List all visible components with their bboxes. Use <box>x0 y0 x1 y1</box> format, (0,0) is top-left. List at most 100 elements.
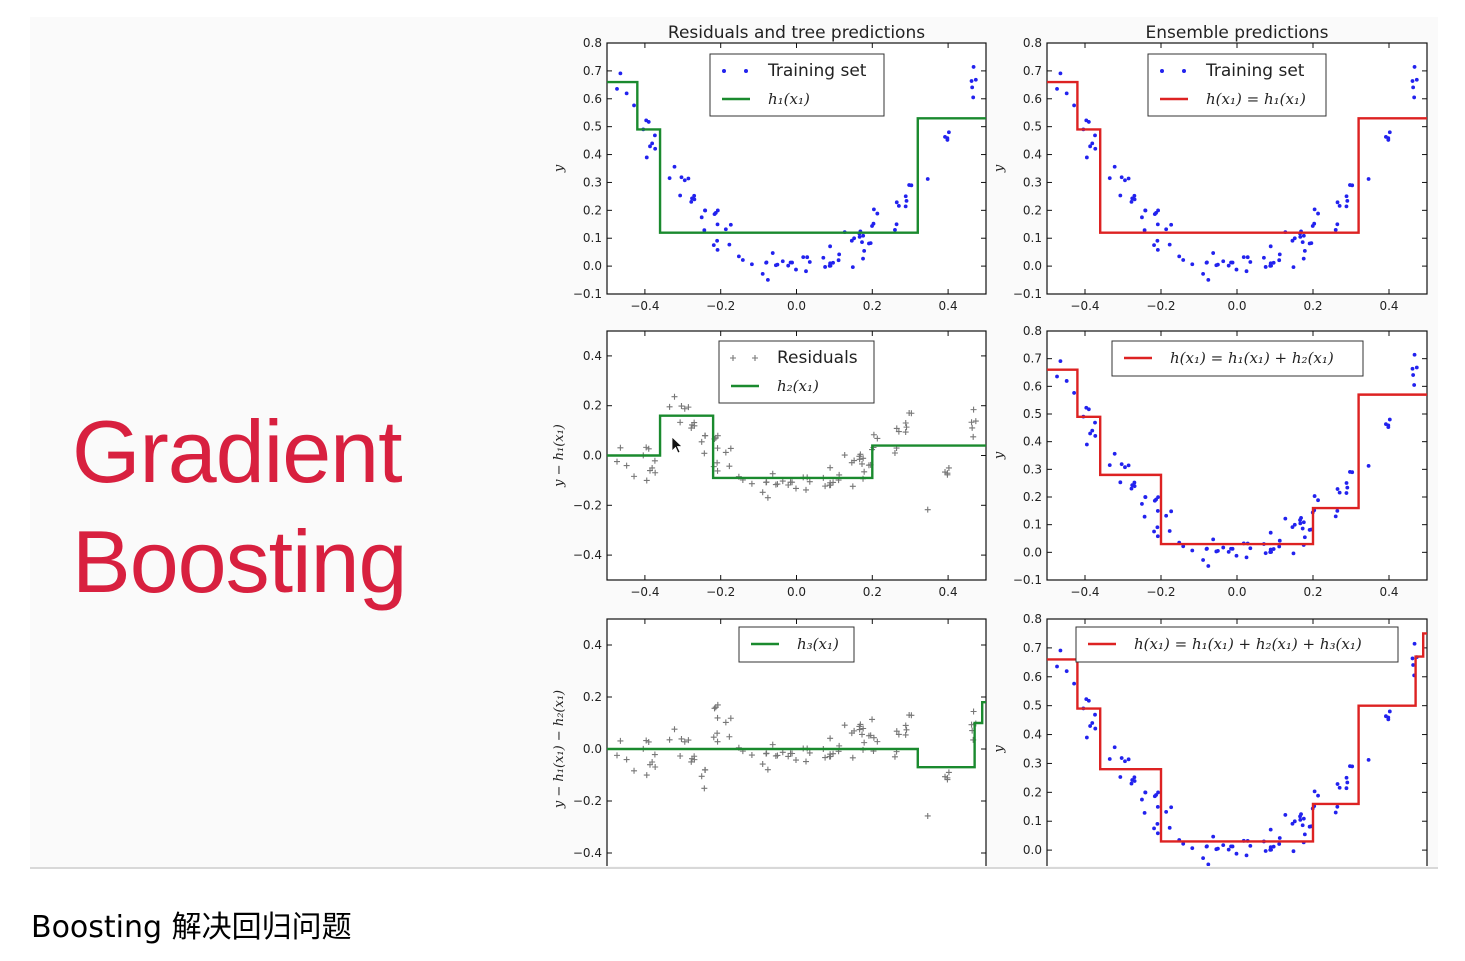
residual-point <box>727 715 734 722</box>
y-tick-label: 0.0 <box>1023 843 1042 857</box>
data-point <box>646 120 651 124</box>
y-tick-label: −0.1 <box>573 287 602 301</box>
residual-point <box>972 418 979 425</box>
plot-title: Residuals and tree predictions <box>668 23 925 43</box>
data-point <box>1277 842 1282 846</box>
data-point <box>1335 508 1340 513</box>
residual-point <box>859 460 866 467</box>
data-point <box>740 258 745 262</box>
data-point <box>1143 495 1148 499</box>
data-point <box>1090 721 1095 725</box>
legend-plus-swatch <box>752 355 758 361</box>
data-point <box>1234 267 1239 272</box>
y-tick-label: 0.7 <box>1023 64 1042 78</box>
data-point <box>1211 834 1216 839</box>
data-point <box>1298 814 1302 819</box>
residual-point <box>903 424 910 431</box>
data-point <box>682 178 687 183</box>
x-tick-label: 0.2 <box>1303 585 1322 599</box>
residual-point <box>902 731 909 738</box>
residual-point <box>666 736 673 743</box>
residual-point <box>769 741 776 748</box>
data-point <box>1201 558 1206 562</box>
data-point <box>1411 85 1416 90</box>
data-point <box>1345 198 1350 203</box>
data-point <box>1298 521 1303 526</box>
data-point <box>894 200 899 205</box>
data-point <box>1410 366 1415 371</box>
residual-point <box>652 764 659 771</box>
data-point <box>1292 819 1297 824</box>
data-point <box>736 254 741 259</box>
residual-point <box>714 738 721 745</box>
y-tick-label: 0.3 <box>1023 756 1042 770</box>
residual-point <box>763 479 770 486</box>
data-point <box>831 260 835 265</box>
y-tick-label: 0.8 <box>1023 612 1042 626</box>
data-point <box>1234 553 1239 558</box>
data-point <box>1086 407 1091 412</box>
residual-point <box>759 761 766 768</box>
data-point <box>1064 91 1069 96</box>
legend-entry-label: h₂(x₁) <box>777 377 819 395</box>
y-tick-label: 0.2 <box>1023 490 1042 504</box>
residual-point <box>856 726 863 733</box>
data-point <box>1126 757 1131 762</box>
data-point <box>1298 234 1303 239</box>
y-tick-label: 0.3 <box>583 175 602 189</box>
data-point <box>1234 851 1239 856</box>
residual-point <box>787 479 794 486</box>
data-point <box>805 255 810 260</box>
residual-point <box>759 489 766 496</box>
residual-point <box>645 445 652 452</box>
data-point <box>1167 825 1172 830</box>
data-point <box>1307 528 1312 532</box>
y-axis-label: y <box>992 451 1007 460</box>
legend: h(x₁) = h₁(x₁) + h₂(x₁) + h₃(x₁) <box>1075 626 1399 663</box>
data-point <box>1155 238 1160 243</box>
residual-point <box>827 751 834 758</box>
data-point <box>1107 757 1112 761</box>
legend: Training set h(x₁) = h₁(x₁) <box>1147 53 1327 117</box>
data-point <box>1277 544 1282 549</box>
data-point <box>823 265 827 269</box>
residual-point <box>714 445 721 452</box>
data-point <box>1164 809 1169 814</box>
data-point <box>1112 451 1117 456</box>
residual-point <box>924 506 931 513</box>
data-point <box>686 176 691 181</box>
y-tick-label: 0.2 <box>1023 785 1042 799</box>
data-point <box>1090 428 1095 433</box>
data-point <box>1132 484 1137 489</box>
data-point <box>672 164 677 169</box>
legend: h(x₁) = h₁(x₁) + h₂(x₁) <box>1111 340 1364 377</box>
panel-p11: Residuals and tree predictions −0.1 0.0 0.1… <box>552 23 987 313</box>
slide-divider <box>30 867 1438 869</box>
residual-point <box>870 734 877 741</box>
data-point <box>1140 215 1144 220</box>
panel-p22: −0.1 0.0 0.1 0.2 0.3 0.4 0.5 0.6 0.7 0.8 −0.4 −0.2 0… <box>992 324 1428 599</box>
residual-point <box>869 716 876 723</box>
data-point <box>871 207 876 212</box>
data-point <box>1167 529 1172 533</box>
residual-point <box>908 712 915 719</box>
data-point <box>1107 463 1112 467</box>
data-point <box>1412 352 1417 357</box>
residual-point <box>849 483 856 490</box>
residual-point <box>691 753 698 760</box>
data-point <box>861 233 866 238</box>
data-point <box>828 261 833 266</box>
data-point <box>618 71 623 76</box>
data-point <box>1333 227 1338 232</box>
data-point <box>1271 260 1276 265</box>
data-point <box>1337 490 1342 495</box>
x-tick-label: 0.0 <box>787 299 806 313</box>
y-tick-label: 0.0 <box>583 449 602 463</box>
x-tick-label: 0.4 <box>1379 299 1398 313</box>
data-point <box>1123 465 1127 470</box>
residual-point <box>623 462 630 469</box>
residual-point <box>714 467 721 474</box>
residual-point <box>806 749 813 756</box>
data-point <box>1386 138 1391 142</box>
data-point <box>794 267 798 272</box>
